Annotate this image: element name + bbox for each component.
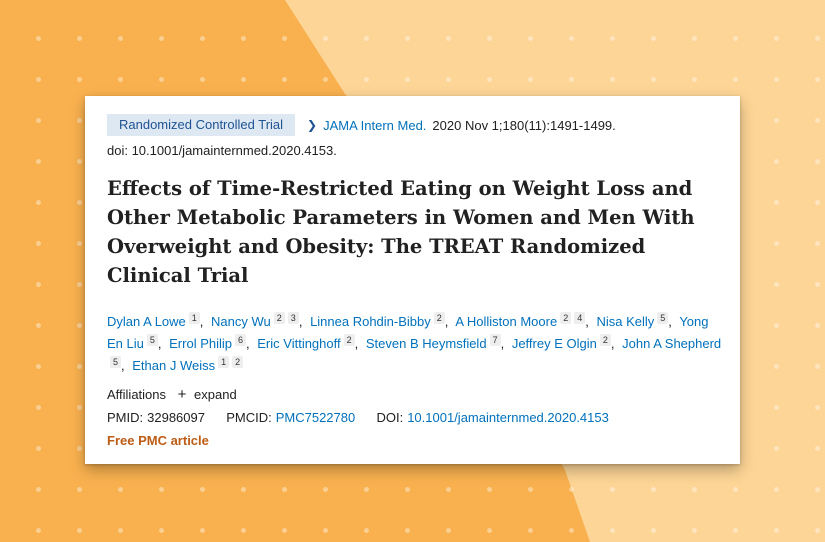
article-title: Effects of Time-Restricted Eating on Wei…: [107, 177, 695, 287]
doi-label: DOI:: [376, 410, 404, 425]
author-separator: ,: [444, 314, 449, 329]
affiliation-number[interactable]: 2: [433, 312, 445, 324]
author-link[interactable]: Linnea Rohdin-Bibby: [310, 314, 431, 329]
affiliations-row: Affiliations + expand: [107, 386, 237, 403]
free-pmc-article-badge: Free PMC article: [107, 433, 209, 448]
author-separator: ,: [354, 336, 359, 351]
affiliation-number[interactable]: 2: [232, 356, 244, 368]
author-separator: ,: [246, 336, 250, 351]
affiliation-number[interactable]: 7: [489, 334, 501, 346]
expand-affiliations-button[interactable]: expand: [194, 387, 237, 402]
author-separator: ,: [668, 314, 672, 329]
affiliation-number[interactable]: 3: [287, 312, 299, 324]
author-separator: ,: [121, 358, 125, 373]
affiliation-number[interactable]: 2: [560, 312, 572, 324]
author-link[interactable]: Errol Philip: [169, 336, 232, 351]
author-link[interactable]: A Holliston Moore: [455, 314, 558, 329]
affiliation-number[interactable]: 6: [235, 334, 247, 346]
author-link[interactable]: Yong En Liu: [107, 314, 709, 351]
affiliation-number[interactable]: 5: [146, 334, 158, 346]
pmcid-link[interactable]: PMC7522780: [275, 410, 356, 425]
author-separator: ,: [157, 336, 162, 351]
author-link[interactable]: Jeffrey E Olgin: [511, 336, 597, 351]
affiliations-label: Affiliations: [107, 387, 167, 402]
affiliation-number[interactable]: 2: [343, 334, 355, 346]
author-link[interactable]: Nancy Wu: [211, 314, 271, 329]
doi-text: doi: 10.1001/jamainternmed.2020.4153.: [107, 143, 337, 158]
author-separator: ,: [500, 336, 505, 351]
citation-text: 2020 Nov 1;180(11):1491-1499.: [432, 117, 616, 133]
chevron-right-icon: ❯: [307, 118, 318, 132]
identifiers-row: PMID: 32986097 PMCID: PMC7522780 DOI: 10.10…: [107, 410, 609, 425]
affiliation-number[interactable]: 2: [599, 334, 611, 346]
affiliation-number[interactable]: 1: [218, 356, 230, 368]
affiliation-number[interactable]: 2: [273, 312, 285, 324]
doi-link[interactable]: 10.1001/jamainternmed.2020.4153: [407, 410, 609, 425]
authors-list: Dylan A Lowe 1, Nancy Wu 2 3, Linnea Rohdin…: [107, 311, 727, 377]
author-separator: ,: [298, 314, 303, 329]
plus-icon[interactable]: +: [177, 386, 187, 403]
author-link[interactable]: Dylan A Lowe: [107, 314, 186, 329]
affiliation-number[interactable]: 5: [657, 312, 669, 324]
author-link[interactable]: Eric Vittinghoff: [257, 336, 341, 351]
author-separator: ,: [199, 314, 204, 329]
article-card: Randomized Controlled Trial ❯ JAMA Inter…: [85, 96, 740, 464]
pmid-value: 32986097: [147, 410, 205, 425]
author-separator: ,: [610, 336, 615, 351]
author-link[interactable]: Ethan J Weiss: [132, 358, 216, 373]
author-link[interactable]: Nisa Kelly: [596, 314, 655, 329]
author-separator: ,: [585, 314, 589, 329]
journal-link[interactable]: JAMA Intern Med.: [323, 117, 427, 133]
affiliation-number[interactable]: 4: [574, 312, 586, 324]
author-link[interactable]: Steven B Heymsfield: [365, 336, 487, 351]
affiliation-number[interactable]: 1: [188, 312, 200, 324]
author-link[interactable]: John A Shepherd: [622, 336, 722, 351]
publication-type-badge[interactable]: Randomized Controlled Trial: [107, 114, 296, 136]
pmid-label: PMID:: [107, 410, 144, 425]
pmcid-label: PMCID:: [226, 410, 272, 425]
affiliation-number[interactable]: 5: [110, 356, 122, 368]
publication-meta: Randomized Controlled Trial ❯ JAMA Inter…: [107, 114, 616, 136]
